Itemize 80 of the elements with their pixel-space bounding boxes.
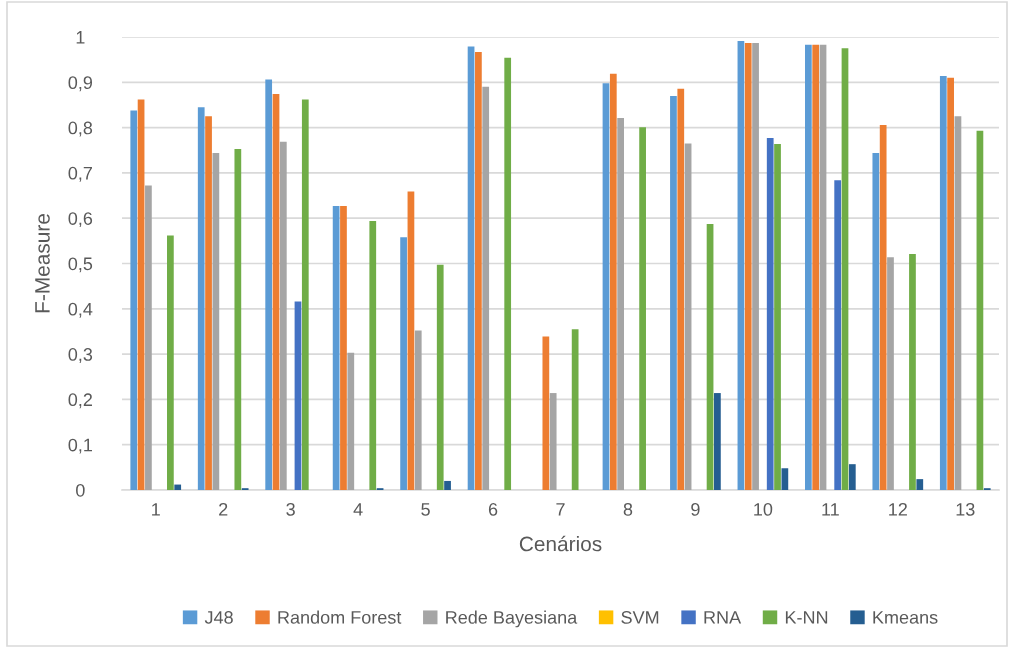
y-tick-label: 0,6 [68, 212, 93, 228]
x-tick-label: 7 [556, 503, 565, 516]
x-axis-title: Cenários [519, 535, 602, 552]
x-tick-label: 12 [889, 502, 907, 516]
bar [265, 79, 273, 490]
bar [145, 185, 152, 490]
x-tick-label: 8 [623, 502, 633, 516]
bar [714, 393, 721, 490]
bar [340, 205, 347, 490]
bar [887, 257, 894, 490]
y-tick-label: 0,2 [68, 393, 92, 409]
bar [234, 148, 242, 490]
x-tick-label: 10 [754, 502, 773, 516]
bar [571, 329, 579, 490]
bar [436, 264, 444, 490]
bar [805, 44, 812, 490]
bar [781, 468, 789, 490]
legend-label: Kmeans [873, 611, 938, 624]
legend-label: RNA [704, 611, 742, 624]
legend-label: K-NN [785, 611, 828, 624]
bar [916, 479, 924, 490]
bar [909, 253, 916, 490]
bar [549, 393, 557, 490]
bar [677, 88, 685, 490]
bar [197, 107, 205, 490]
bar [444, 480, 451, 490]
bar [347, 352, 355, 490]
y-tick-label: 0 [76, 483, 85, 497]
x-tick-label: 1 [152, 503, 160, 516]
bar [766, 138, 774, 490]
bar [212, 152, 220, 490]
bar [542, 336, 550, 490]
bar [774, 143, 781, 490]
bar [752, 42, 759, 490]
y-tick-label: 0,7 [68, 166, 92, 182]
y-tick-label: 0,9 [68, 76, 93, 92]
bar [301, 99, 309, 490]
bar [670, 95, 677, 490]
bar [167, 235, 174, 490]
bar [744, 42, 752, 490]
x-tick-label: 3 [286, 502, 295, 516]
legend-label: Random Forest [278, 610, 402, 624]
bar [872, 152, 880, 490]
bar [504, 57, 512, 490]
bar [475, 51, 482, 490]
bar [369, 220, 377, 490]
legend-label: Rede Bayesiana [446, 610, 578, 628]
x-tick-label: 9 [691, 502, 700, 516]
bar [939, 75, 947, 490]
bar [130, 110, 138, 490]
y-tick-label: 0,8 [68, 121, 93, 137]
bar [414, 330, 422, 490]
bar [812, 44, 820, 490]
y-tick-label: 0,1 [68, 438, 92, 454]
bar [205, 116, 212, 490]
bar [617, 118, 625, 490]
bar [174, 484, 182, 490]
bar [834, 180, 842, 490]
y-tick-label: 0,5 [68, 257, 93, 273]
bar [609, 73, 617, 490]
x-tick-label: 2 [219, 502, 228, 516]
bar [879, 124, 887, 490]
x-tick-label: 4 [353, 503, 363, 516]
x-tick-label: 5 [421, 503, 430, 516]
y-tick-label: 0,4 [68, 302, 93, 318]
legend-label: SVM [621, 611, 659, 624]
x-tick-label: 11 [822, 503, 839, 516]
bar [639, 127, 646, 490]
bar [332, 205, 340, 490]
x-tick-label: 6 [488, 502, 498, 516]
legend-label: J48 [204, 611, 233, 624]
y-tick-label: 0,3 [68, 348, 93, 363]
bar [400, 237, 407, 490]
bar [947, 77, 954, 490]
y-tick-label: 1 [76, 31, 85, 44]
y-axis-title: F-Measure [35, 214, 50, 313]
x-tick-label: 13 [956, 502, 975, 516]
bar [482, 86, 490, 490]
bar [279, 141, 287, 490]
bar [848, 464, 856, 490]
